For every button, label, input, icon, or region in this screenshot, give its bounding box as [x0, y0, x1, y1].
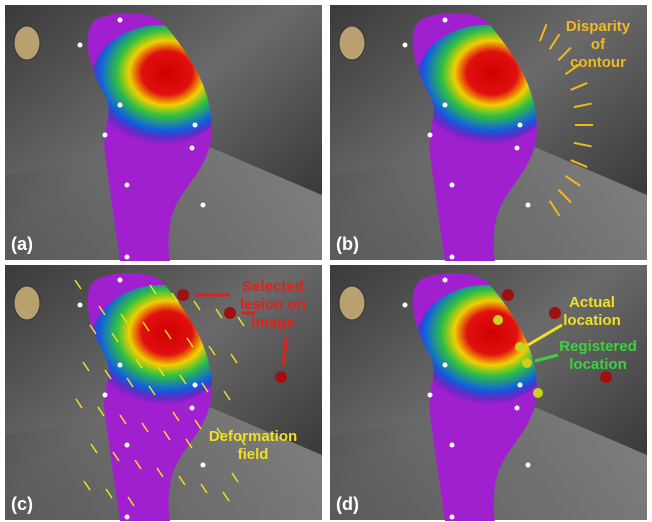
landmark-dot — [125, 515, 130, 520]
panel-label: (a) — [11, 234, 33, 254]
landmark-dot — [443, 363, 448, 368]
lesion — [549, 307, 561, 319]
landmark-dot — [103, 393, 108, 398]
landmark-dot — [125, 255, 130, 260]
heart-icon — [14, 26, 40, 60]
panel-label: (d) — [336, 494, 359, 514]
lesion — [275, 371, 287, 383]
landmark-dot — [190, 406, 195, 411]
landmark-dot — [403, 43, 408, 48]
landmark-dot — [118, 363, 123, 368]
heart-icon — [339, 26, 365, 60]
landmark-dot — [103, 133, 108, 138]
landmark-dot — [526, 463, 531, 468]
landmark-dot — [515, 146, 520, 151]
landmark-dot — [428, 133, 433, 138]
annotation: location — [563, 312, 621, 329]
annotation: of — [591, 36, 606, 53]
landmark-dot — [443, 103, 448, 108]
landmark-dot — [428, 393, 433, 398]
annotation: Deformation — [209, 428, 297, 445]
landmark-dot — [450, 255, 455, 260]
registered-point — [515, 342, 525, 352]
figure: (a) Disparityofcontour (b) Selectedlesion o… — [0, 0, 652, 522]
registered-point — [533, 388, 543, 398]
heart-icon — [14, 286, 40, 320]
annotation: Actual — [569, 294, 615, 311]
landmark-dot — [450, 515, 455, 520]
landmark-dot — [193, 123, 198, 128]
heart-icon — [339, 286, 365, 320]
landmark-dot — [190, 146, 195, 151]
landmark-dot — [118, 278, 123, 283]
landmark-dot — [443, 278, 448, 283]
panel-label: (b) — [336, 234, 359, 254]
annotation: Registered — [559, 338, 637, 355]
annotation: Disparity — [566, 18, 631, 35]
landmark-dot — [118, 103, 123, 108]
landmark-dot — [201, 203, 206, 208]
landmark-dot — [403, 303, 408, 308]
registered-point — [493, 315, 503, 325]
landmark-dot — [125, 183, 130, 188]
lesion — [224, 307, 236, 319]
panel: (a) — [5, 5, 322, 261]
landmark-dot — [118, 18, 123, 23]
lesion — [177, 289, 189, 301]
annotation: Selected — [242, 278, 304, 295]
annotation: image — [251, 314, 294, 331]
landmark-dot — [518, 383, 523, 388]
landmark-dot — [201, 463, 206, 468]
landmark-dot — [526, 203, 531, 208]
landmark-dot — [515, 406, 520, 411]
landmark-dot — [78, 43, 83, 48]
annotation: location — [569, 356, 627, 373]
landmark-dot — [193, 383, 198, 388]
annotation: lesion on — [240, 296, 306, 313]
landmark-dot — [78, 303, 83, 308]
panel-label: (c) — [11, 494, 33, 514]
landmark-dot — [450, 443, 455, 448]
landmark-dot — [443, 18, 448, 23]
annotation: contour — [570, 54, 626, 71]
landmark-dot — [450, 183, 455, 188]
registered-point — [522, 358, 532, 368]
panel: Selectedlesion onimage Deformationfield (c… — [5, 265, 322, 521]
annotation: field — [238, 446, 269, 463]
landmark-dot — [125, 443, 130, 448]
landmark-dot — [518, 123, 523, 128]
lesion — [502, 289, 514, 301]
